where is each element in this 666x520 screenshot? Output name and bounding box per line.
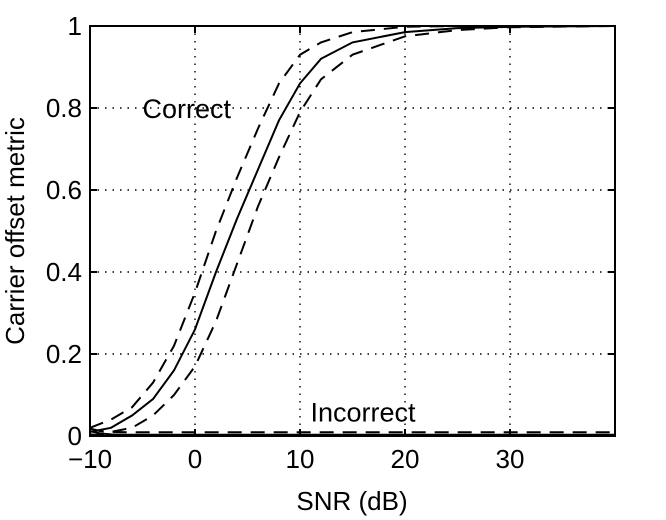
- series-line-4-dashed: [89, 427, 615, 434]
- y-tick-label: 0.6: [46, 175, 82, 205]
- x-tick-label: −10: [68, 444, 112, 474]
- y-tick-label: 1: [68, 11, 82, 41]
- x-axis-label: SNR (dB): [296, 486, 407, 516]
- y-tick-label: 0.2: [46, 339, 82, 369]
- x-tick-label: 20: [391, 444, 420, 474]
- series-line-2-dashed: [89, 25, 616, 437]
- y-tick-label: 0: [68, 421, 82, 451]
- y-tick-label: 0.4: [46, 257, 82, 287]
- series-group: [89, 25, 616, 437]
- x-tick-label: 0: [188, 444, 202, 474]
- series-line-0-solid: [89, 25, 616, 433]
- series-line-1-dashed: [89, 25, 615, 429]
- annotation-incorrect: Incorrect: [311, 397, 417, 427]
- annotation-correct: Correct: [143, 94, 232, 124]
- x-tick-label: 10: [286, 444, 315, 474]
- plot-frame: [89, 25, 616, 437]
- y-axis-label: Carrier offset metric: [0, 117, 30, 345]
- y-tick-label: 0.8: [46, 93, 82, 123]
- grid: [90, 26, 615, 436]
- x-tick-label: 30: [496, 444, 525, 474]
- annotations: Correct Incorrect: [143, 94, 417, 427]
